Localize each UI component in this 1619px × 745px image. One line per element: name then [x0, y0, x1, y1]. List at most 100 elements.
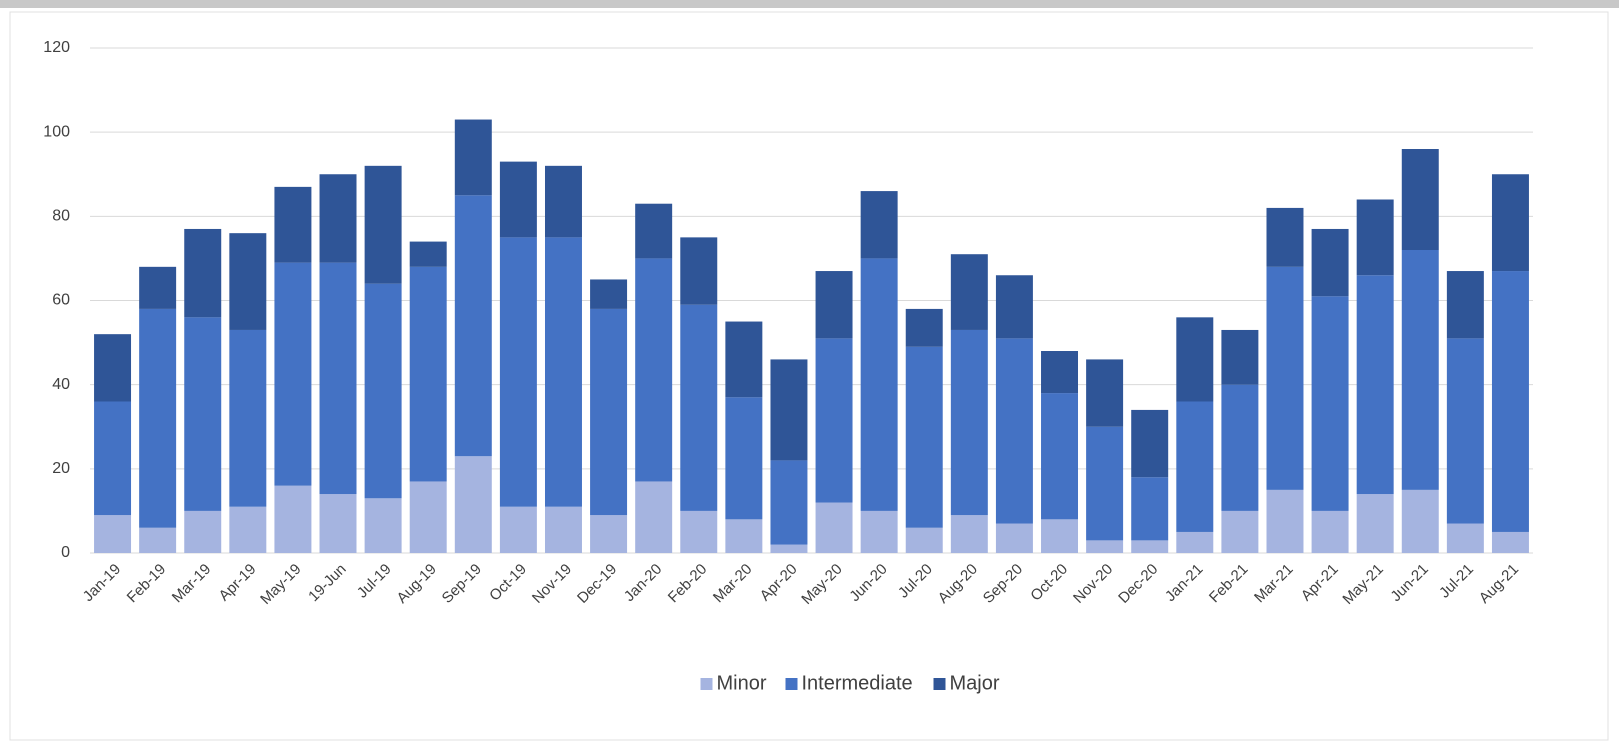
bar-segment — [860, 510, 898, 553]
bar-segment — [1266, 266, 1304, 490]
bar-segment — [1176, 317, 1214, 402]
bar-segment — [94, 401, 132, 516]
bar-segment — [454, 456, 492, 553]
y-tick-label: 0 — [61, 544, 70, 561]
bar-segment — [184, 510, 222, 553]
bar-segment — [409, 241, 447, 267]
bar-segment — [1401, 489, 1439, 553]
bar-segment — [1311, 510, 1349, 553]
bar-segment — [544, 506, 582, 553]
bar-segment — [1086, 359, 1124, 427]
bar-segment — [409, 481, 447, 553]
bar-segment — [1221, 510, 1259, 553]
bar-segment — [454, 119, 492, 196]
legend-swatch — [785, 678, 798, 690]
bar-segment — [94, 334, 132, 402]
bar-segment — [229, 233, 267, 330]
legend-swatch — [700, 678, 713, 690]
y-tick-label: 80 — [52, 208, 70, 225]
top-border — [0, 0, 1619, 8]
bar-segment — [1176, 401, 1214, 532]
bar-segment — [770, 544, 808, 553]
bar-segment — [1086, 426, 1124, 541]
bar-segment — [725, 397, 763, 520]
bar-segment — [1311, 296, 1349, 511]
bar-segment — [1131, 540, 1169, 553]
bar-segment — [184, 228, 222, 318]
bar-segment — [274, 186, 312, 263]
y-tick-label: 60 — [52, 292, 70, 309]
bar-segment — [1131, 409, 1169, 478]
bar-segment — [860, 258, 898, 511]
bar-segment — [1446, 523, 1484, 553]
bar-segment — [770, 359, 808, 461]
bar-segment — [1221, 329, 1259, 385]
bar-segment — [544, 165, 582, 238]
bar-segment — [229, 329, 267, 507]
legend-label: Intermediate — [802, 672, 913, 694]
bar-segment — [995, 275, 1033, 339]
bar-segment — [94, 515, 132, 553]
bar-segment — [139, 266, 177, 309]
bar-segment — [725, 321, 763, 398]
bar-segment — [319, 494, 357, 553]
bar-segment — [1491, 531, 1529, 553]
bar-segment — [1401, 149, 1439, 250]
bar-segment — [635, 481, 673, 553]
bar-segment — [1131, 477, 1169, 541]
bar-segment — [499, 506, 537, 553]
bar-segment — [364, 283, 402, 499]
bar-segment — [950, 254, 988, 330]
bar-segment — [319, 262, 357, 495]
bar-segment — [1401, 250, 1439, 490]
bar-segment — [590, 515, 628, 553]
y-tick-label: 40 — [52, 376, 70, 393]
bar-segment — [499, 237, 537, 507]
bar-segment — [139, 527, 177, 553]
bar-segment — [590, 279, 628, 309]
y-tick-label: 20 — [52, 460, 70, 477]
bar-segment — [680, 304, 718, 511]
bar-segment — [995, 523, 1033, 553]
bar-segment — [454, 195, 492, 457]
bar-segment — [274, 485, 312, 553]
bar-segment — [1086, 540, 1124, 553]
bar-segment — [1311, 228, 1349, 297]
bar-segment — [1356, 275, 1394, 495]
bar-segment — [815, 338, 853, 503]
bar-segment — [770, 460, 808, 545]
bar-segment — [274, 262, 312, 486]
bar-segment — [1266, 489, 1304, 553]
bar-segment — [905, 527, 943, 553]
bar-segment — [1446, 271, 1484, 339]
bar-segment — [1041, 519, 1079, 553]
bar-segment — [499, 161, 537, 238]
bar-segment — [1491, 174, 1529, 272]
y-tick-label: 120 — [43, 39, 70, 56]
bar-segment — [950, 515, 988, 553]
bar-segment — [860, 191, 898, 259]
legend-label: Major — [950, 672, 1000, 694]
bar-segment — [139, 308, 177, 528]
bar-segment — [815, 502, 853, 553]
bar-segment — [1176, 531, 1214, 553]
bar-segment — [815, 271, 853, 339]
legend-label: Minor — [717, 672, 767, 694]
bar-segment — [590, 308, 628, 516]
bar-segment — [1041, 351, 1079, 394]
bar-segment — [1041, 393, 1079, 520]
bar-segment — [229, 506, 267, 553]
bar-segment — [364, 165, 402, 284]
bar-segment — [319, 174, 357, 263]
bar-segment — [680, 237, 718, 305]
legend-swatch — [933, 678, 946, 690]
bar-segment — [409, 266, 447, 482]
bar-segment — [950, 329, 988, 516]
bar-segment — [635, 203, 673, 259]
bar-segment — [635, 258, 673, 482]
bar-segment — [1446, 338, 1484, 524]
bar-segment — [680, 510, 718, 553]
bar-segment — [995, 338, 1033, 524]
bar-segment — [1266, 207, 1304, 267]
